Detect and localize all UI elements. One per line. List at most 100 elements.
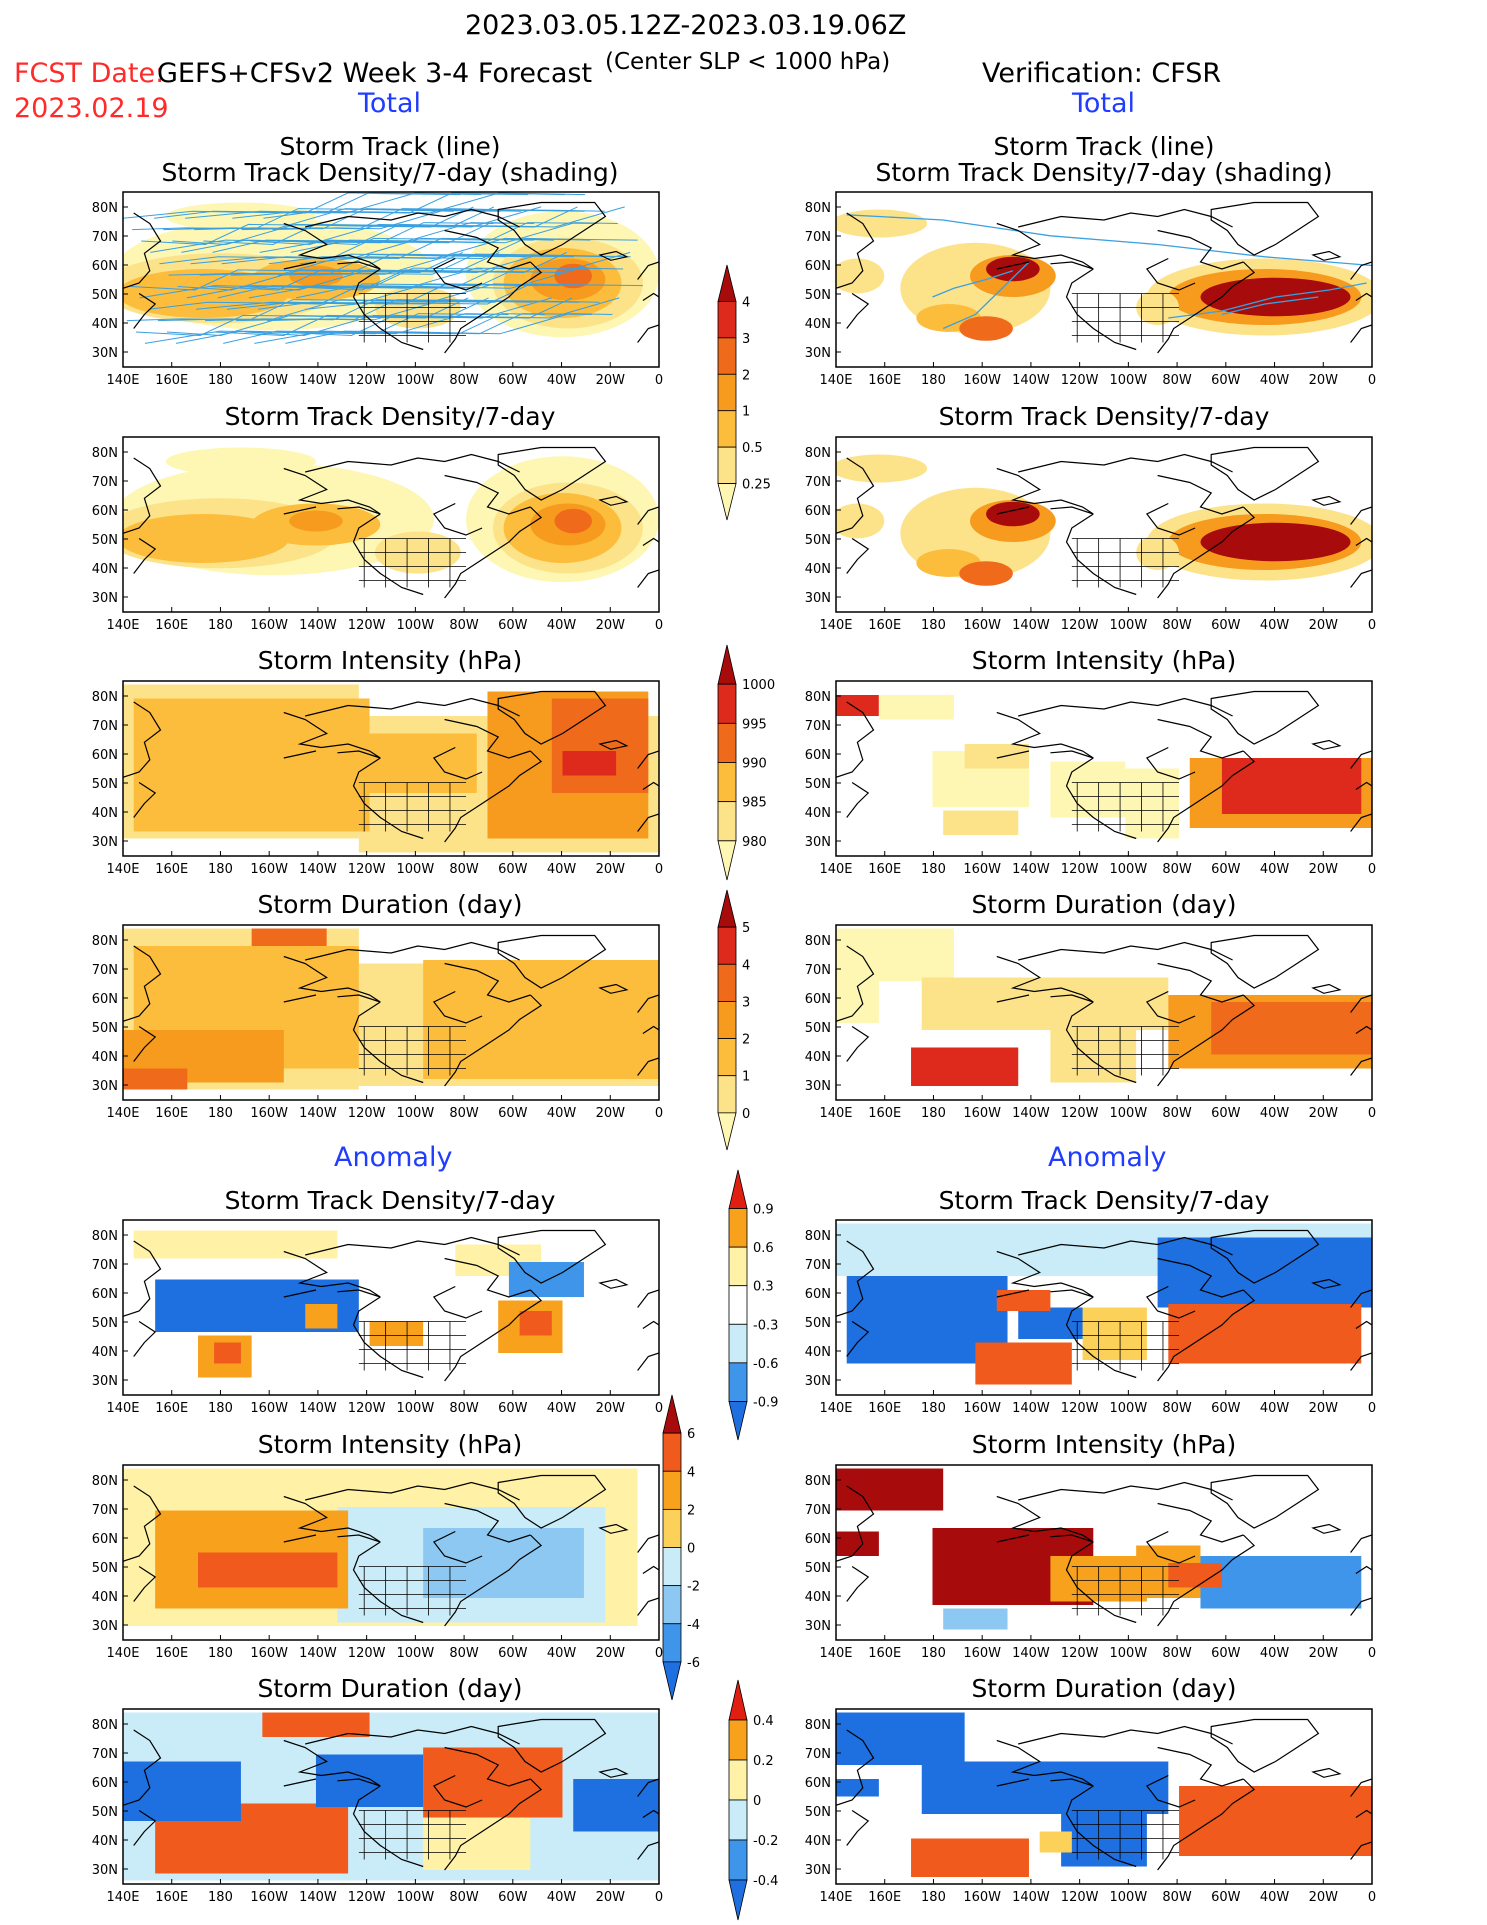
colorbar-label: -0.9 <box>753 1395 778 1410</box>
lon-tick-label: 120W <box>1061 618 1099 633</box>
lon-tick-label: 140E <box>106 1401 139 1416</box>
panel-title-fc-duration-anom: Storm Duration (day) <box>257 1674 523 1703</box>
colorbar-label: 0 <box>742 1107 750 1122</box>
fcst-label: FCST Date: <box>14 58 165 89</box>
colorbar-segment <box>717 337 737 375</box>
storm-track-line <box>139 267 483 299</box>
lat-tick-label: 50N <box>805 777 831 792</box>
lon-tick-label: 100W <box>1110 1106 1148 1121</box>
lon-tick-label: 80W <box>449 618 479 633</box>
lat-tick-label: 80N <box>805 446 831 461</box>
coastline <box>1350 813 1372 832</box>
coastline <box>123 1485 162 1562</box>
density-blob <box>554 263 592 289</box>
grid-cell <box>198 1552 338 1588</box>
lat-tick-label: 30N <box>805 1863 831 1878</box>
lon-tick-label: 40W <box>1260 373 1290 388</box>
lat-tick-label: 50N <box>92 1561 118 1576</box>
lon-tick-label: 40W <box>547 1890 577 1905</box>
lat-tick-label: 70N <box>92 475 118 490</box>
coastline <box>1157 1746 1244 1787</box>
coastline <box>996 1250 1094 1298</box>
lon-tick-label: 140E <box>106 862 139 877</box>
colorbar-cap <box>717 889 737 928</box>
coastline <box>444 1257 531 1298</box>
colorbar-label: 3 <box>742 332 750 347</box>
colorbar-segment <box>662 1623 682 1663</box>
coastline <box>1157 1257 1244 1298</box>
colorbar-label: 0.25 <box>742 478 771 493</box>
lat-tick-label: 50N <box>92 1805 118 1820</box>
coastline <box>1018 208 1233 228</box>
coastline <box>996 467 1094 515</box>
lon-tick-label: 0 <box>1368 1646 1376 1661</box>
lon-tick-label: 120W <box>1061 373 1099 388</box>
grid-cell <box>519 1311 552 1336</box>
lat-tick-label: 30N <box>805 591 831 606</box>
panel-fc-density-anom: 140E 160E 180 160W 140W 120W 100W 80W 60W 40W 20W 0… <box>92 1219 663 1416</box>
lon-tick-label: 120W <box>1061 862 1099 877</box>
coastline <box>123 457 162 534</box>
lon-tick-label: 160W <box>250 1646 288 1661</box>
lon-tick-label: 80W <box>1162 618 1192 633</box>
lon-tick-label: 180 <box>921 1646 946 1661</box>
lat-tick-label: 30N <box>805 835 831 850</box>
colorbar-label: 0.5 <box>742 441 763 456</box>
coastline <box>836 701 875 778</box>
lon-tick-label: 0 <box>655 1646 663 1661</box>
lat-tick-label: 30N <box>92 1863 118 1878</box>
coastline <box>305 208 520 228</box>
storm-track-line <box>241 208 585 231</box>
period-title: 2023.03.05.12Z-2023.03.19.06Z <box>465 10 907 41</box>
lat-tick-label: 70N <box>92 1503 118 1518</box>
coastline <box>133 781 157 818</box>
lon-tick-label: 140E <box>106 373 139 388</box>
coastline <box>1311 1523 1342 1534</box>
coastline <box>1350 261 1372 280</box>
section-total-left: Total <box>358 88 422 119</box>
lon-tick-label: 0 <box>655 1106 663 1121</box>
coastline <box>1210 201 1320 256</box>
storm-track-line <box>157 299 496 322</box>
lon-tick-label: 20W <box>596 1401 626 1416</box>
coastline <box>1350 1352 1372 1371</box>
coastline <box>637 324 659 343</box>
coastline <box>305 697 520 717</box>
lon-tick-label: 0 <box>655 1401 663 1416</box>
coastline <box>1018 1236 1233 1256</box>
coastline <box>637 261 659 280</box>
coastline <box>1350 1534 1372 1553</box>
coastline <box>642 1320 659 1330</box>
colorbar-segment <box>662 1585 682 1625</box>
coastline <box>1311 250 1342 261</box>
lat-tick-label: 50N <box>92 1316 118 1331</box>
storm-track-line <box>308 253 631 276</box>
coastline <box>996 750 1030 759</box>
panel-fc-duration-anom: 140E 160E 180 160W 140W 120W 100W 80W 60W 40W 20W 0… <box>92 1708 663 1905</box>
panel-frame <box>835 191 1373 368</box>
grid-cell <box>1039 1831 1072 1853</box>
colorbar-cap <box>662 1394 682 1434</box>
coastline <box>996 1289 1030 1298</box>
colorbar-segment <box>717 301 737 339</box>
lat-tick-label: 80N <box>805 690 831 705</box>
coastline <box>283 222 381 270</box>
coastline <box>497 446 607 501</box>
colorbar-segment <box>717 801 737 842</box>
grid-cell <box>423 1528 584 1598</box>
coastline <box>1355 292 1372 302</box>
lat-tick-label: 60N <box>92 1532 118 1547</box>
lat-tick-label: 40N <box>805 317 831 332</box>
coastline <box>637 1534 659 1553</box>
grid-cell <box>1179 1786 1372 1856</box>
panel-ob-intensity-anom: 140E 160E 180 160W 140W 120W 100W 80W 60W 40W 20W 0… <box>805 1464 1376 1661</box>
lon-tick-label: 160W <box>963 1401 1001 1416</box>
coastline <box>1350 569 1372 588</box>
panel-title-ob-intensity: Storm Intensity (hPa) <box>971 646 1237 675</box>
coastline <box>637 994 659 1013</box>
coastline <box>1311 1767 1342 1778</box>
storm-track-line <box>1168 282 1367 319</box>
density-blob <box>123 269 290 318</box>
lon-tick-label: 20W <box>1309 1401 1339 1416</box>
